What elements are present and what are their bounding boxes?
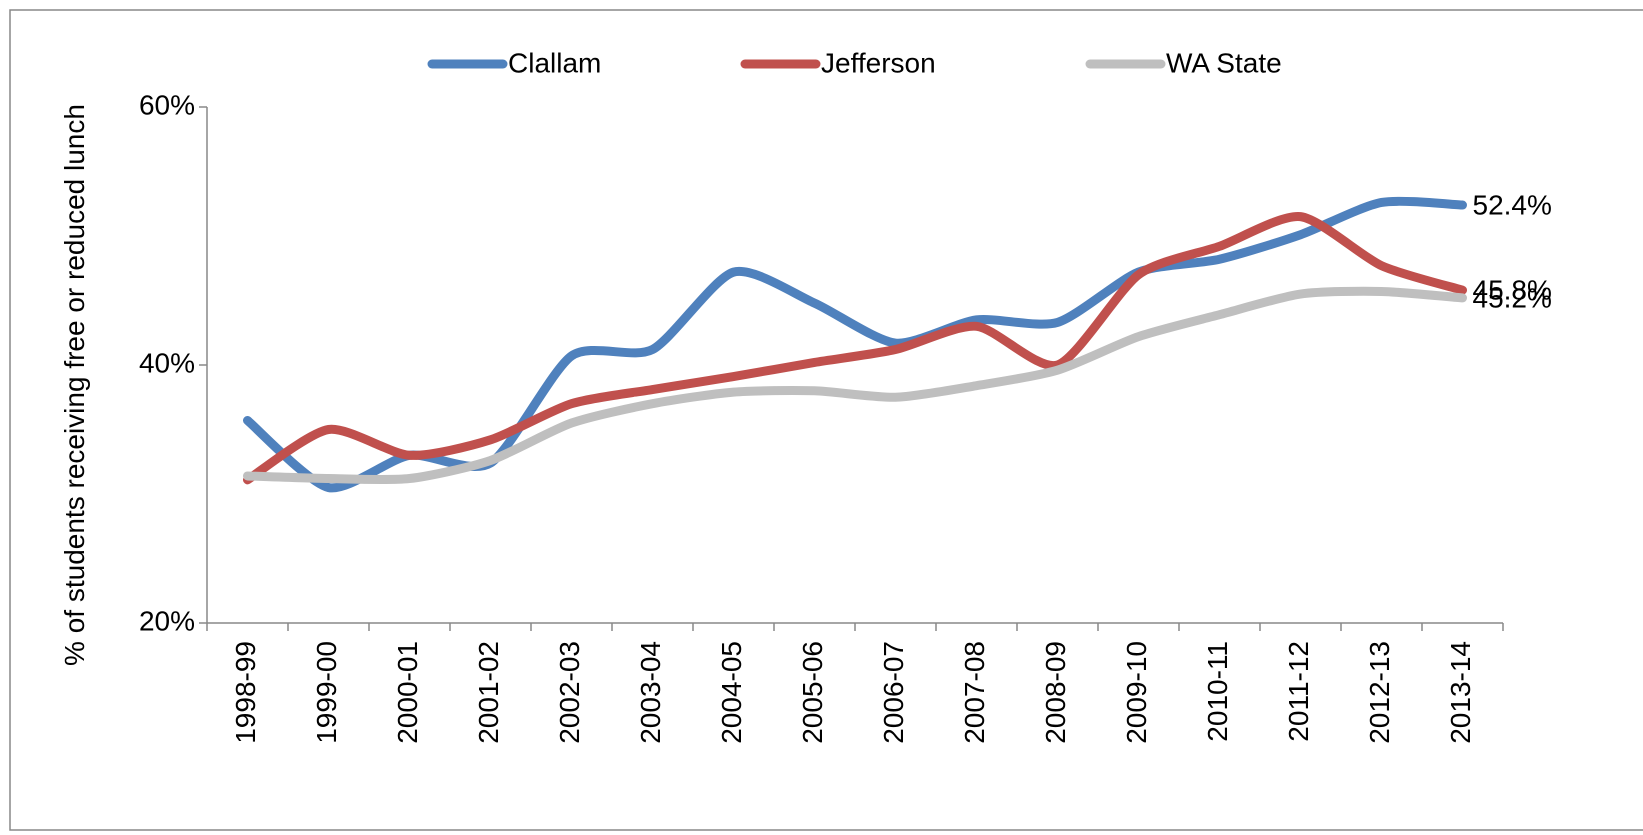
x-tick-label: 2002-03 xyxy=(554,641,585,744)
x-tick-label: 2013-14 xyxy=(1445,641,1476,744)
x-tick-label: 2001-02 xyxy=(473,641,504,744)
series-line xyxy=(243,212,1467,485)
legend-label: Jefferson xyxy=(821,47,936,78)
data-label: 45.2% xyxy=(1473,282,1552,313)
y-axis-title: % of students receiving free or reduced … xyxy=(59,104,90,666)
x-tick-label: 2000-01 xyxy=(392,641,423,744)
chart-border xyxy=(9,9,1643,831)
legend-label: WA State xyxy=(1166,47,1282,78)
x-tick-label: 1999-00 xyxy=(311,641,342,744)
x-tick-label: 2011-12 xyxy=(1283,641,1314,742)
y-tick-label: 20% xyxy=(139,605,195,636)
series-line xyxy=(243,196,1467,493)
x-tick-label: 2004-05 xyxy=(716,641,747,744)
x-tick-label: 2012-13 xyxy=(1364,641,1395,744)
y-tick-label: 40% xyxy=(139,347,195,378)
data-label: 52.4% xyxy=(1473,189,1552,220)
y-tick-label: 60% xyxy=(139,89,195,120)
x-tick-label: 1998-99 xyxy=(230,641,261,744)
x-tick-label: 2007-08 xyxy=(959,641,990,744)
legend-label: Clallam xyxy=(508,47,601,78)
x-tick-label: 2003-04 xyxy=(635,641,666,744)
x-tick-label: 2005-06 xyxy=(797,641,828,744)
series-line xyxy=(243,286,1467,485)
x-tick-label: 2008-09 xyxy=(1040,641,1071,744)
x-tick-label: 2006-07 xyxy=(878,641,909,744)
data-label: 45.8% xyxy=(1473,275,1552,306)
x-tick-label: 2009-10 xyxy=(1121,641,1152,744)
x-tick-label: 2010-11 xyxy=(1202,641,1233,742)
